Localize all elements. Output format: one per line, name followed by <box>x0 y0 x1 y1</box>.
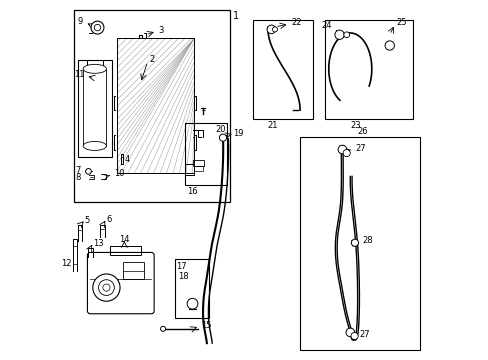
Text: 24: 24 <box>321 21 332 30</box>
Text: 27: 27 <box>354 144 365 153</box>
Bar <box>110 246 140 255</box>
Bar <box>300 137 419 350</box>
Text: 1: 1 <box>233 11 239 21</box>
Text: 15: 15 <box>201 321 211 330</box>
Bar <box>174 259 208 318</box>
Text: 5: 5 <box>84 216 90 225</box>
Text: 26: 26 <box>357 127 367 136</box>
FancyBboxPatch shape <box>87 252 154 314</box>
Text: 23: 23 <box>349 121 360 130</box>
Text: 14: 14 <box>119 235 129 244</box>
Circle shape <box>350 332 357 339</box>
Text: 9: 9 <box>78 17 83 26</box>
Bar <box>193 166 202 171</box>
Circle shape <box>85 168 91 174</box>
Bar <box>74 10 230 202</box>
Circle shape <box>102 284 110 291</box>
Bar <box>325 21 412 119</box>
Text: 16: 16 <box>187 187 197 196</box>
Circle shape <box>94 24 101 31</box>
Bar <box>122 262 144 279</box>
Text: 13: 13 <box>93 239 103 248</box>
Text: 20: 20 <box>215 125 226 134</box>
Circle shape <box>351 239 358 246</box>
Bar <box>185 164 194 175</box>
Circle shape <box>272 27 277 32</box>
Text: 18: 18 <box>178 272 188 281</box>
Circle shape <box>334 30 344 40</box>
Bar <box>117 39 194 173</box>
Circle shape <box>99 280 114 296</box>
Text: 11: 11 <box>74 71 84 80</box>
Text: 10: 10 <box>113 169 124 178</box>
Circle shape <box>91 21 104 34</box>
Circle shape <box>337 145 346 154</box>
Circle shape <box>343 32 349 38</box>
Text: 6: 6 <box>106 215 112 224</box>
Bar <box>192 160 203 166</box>
Circle shape <box>93 274 120 301</box>
Text: 27: 27 <box>359 330 369 339</box>
Ellipse shape <box>83 64 106 73</box>
Text: 8: 8 <box>75 173 81 182</box>
Circle shape <box>346 328 354 337</box>
Text: 21: 21 <box>267 121 278 130</box>
Circle shape <box>343 149 349 157</box>
Bar <box>185 123 226 185</box>
Text: 22: 22 <box>290 18 301 27</box>
Text: 28: 28 <box>362 237 372 246</box>
Text: 19: 19 <box>232 129 243 138</box>
Circle shape <box>384 41 394 50</box>
Text: 7: 7 <box>75 166 81 175</box>
Circle shape <box>219 134 226 141</box>
Text: 2: 2 <box>149 55 154 64</box>
Circle shape <box>187 298 198 309</box>
Bar <box>78 60 112 157</box>
Circle shape <box>266 25 275 34</box>
Text: 25: 25 <box>395 18 406 27</box>
Ellipse shape <box>83 141 106 150</box>
Circle shape <box>160 326 165 331</box>
Bar <box>253 21 312 119</box>
Text: 4: 4 <box>125 155 130 164</box>
Text: 3: 3 <box>158 26 163 35</box>
Text: 17: 17 <box>176 262 186 271</box>
Text: 12: 12 <box>61 259 72 268</box>
